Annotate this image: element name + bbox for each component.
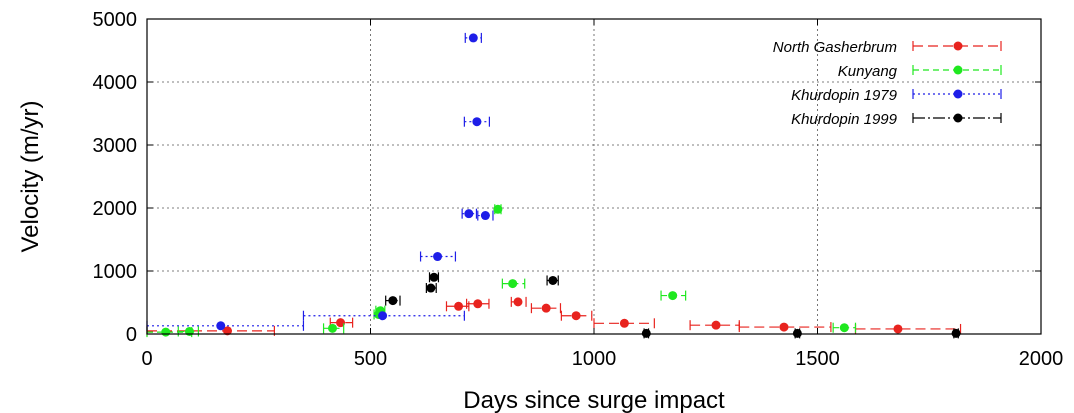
legend-item: North Gasherbrum	[773, 39, 1002, 56]
legend: North Gasherbrum Kunyang Khurdopin 1979 Khu…	[773, 39, 1002, 128]
data-point	[184, 326, 194, 336]
data-point	[779, 322, 789, 332]
legend-label: North Gasherbrum	[773, 39, 897, 56]
ticks: 0 500 1000 1500 2000 0 1000 2000 3000 4000 5000	[93, 9, 1064, 370]
data-point	[472, 117, 482, 127]
x-tick-label: 2000	[1019, 348, 1064, 370]
data-point	[893, 324, 903, 334]
data-point	[216, 321, 226, 331]
data-point	[480, 211, 490, 221]
data-point	[513, 297, 523, 307]
data-point	[541, 303, 551, 313]
legend-marker	[953, 113, 963, 123]
grid	[147, 19, 1041, 334]
y-tick-label: 3000	[93, 135, 138, 157]
legend-label: Kunyang	[838, 63, 898, 80]
y-tick-label: 2000	[93, 198, 138, 220]
x-axis-title: Days since surge impact	[463, 387, 725, 413]
data-point	[468, 33, 478, 43]
data-point	[641, 328, 651, 338]
data-point	[429, 272, 439, 282]
legend-label: Khurdopin 1979	[791, 87, 898, 104]
data-point	[464, 209, 474, 219]
data-point	[426, 283, 436, 293]
plot-frame	[146, 18, 1042, 335]
series-0	[146, 296, 962, 336]
series-1	[146, 204, 857, 338]
data-point	[454, 301, 464, 311]
legend-marker	[953, 41, 963, 51]
data-point	[388, 296, 398, 306]
data-point	[548, 275, 558, 285]
data-point	[571, 311, 581, 321]
data-point	[433, 252, 443, 262]
data-point	[792, 328, 802, 338]
data-point	[328, 323, 338, 333]
x-tick-label: 1000	[572, 348, 617, 370]
data-point	[493, 204, 503, 214]
legend-item: Khurdopin 1999	[791, 111, 1002, 128]
legend-marker	[953, 89, 963, 99]
y-tick-label: 1000	[93, 261, 138, 283]
x-tick-label: 1500	[795, 348, 840, 370]
legend-item: Khurdopin 1979	[791, 87, 1002, 104]
series-layer	[146, 32, 962, 339]
data-point	[839, 323, 849, 333]
y-tick-label: 4000	[93, 72, 138, 94]
legend-item: Kunyang	[838, 63, 1002, 80]
series-3	[385, 272, 961, 339]
data-point	[951, 328, 961, 338]
data-point	[222, 326, 232, 336]
legend-label: Khurdopin 1999	[791, 111, 898, 128]
data-point	[668, 291, 678, 301]
data-point	[508, 279, 518, 289]
data-point	[378, 311, 388, 321]
data-point	[473, 299, 483, 309]
x-tick-label: 0	[141, 348, 152, 370]
data-point	[336, 318, 346, 328]
y-tick-label: 5000	[93, 9, 138, 31]
y-axis-title: Velocity (m/yr)	[17, 100, 44, 252]
y-tick-label: 0	[126, 324, 137, 346]
data-point	[161, 327, 171, 337]
legend-marker	[953, 65, 963, 75]
data-point	[711, 320, 721, 330]
x-tick-label: 500	[354, 348, 387, 370]
series-2	[146, 32, 494, 331]
data-point	[619, 318, 629, 328]
